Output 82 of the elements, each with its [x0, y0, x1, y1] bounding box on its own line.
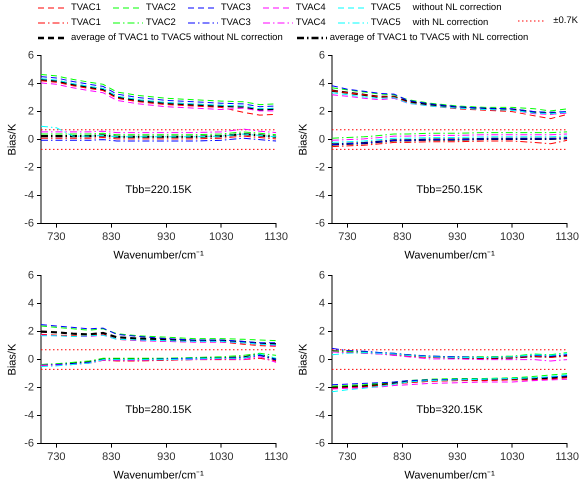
y-tick-label: 2	[318, 326, 325, 338]
y-axis-title: Bias/K	[298, 123, 310, 156]
y-tick-label: -4	[24, 190, 34, 202]
legend-label: average of TVAC1 to TVAC5 without NL correction	[70, 32, 283, 43]
y-tick-label: 2	[318, 106, 325, 118]
text: without NL correction	[412, 2, 502, 13]
x-tick-label: 1130	[264, 231, 288, 244]
x-tick-label: 830	[393, 451, 412, 464]
y-tick-label: 6	[28, 50, 34, 62]
legend-label: TVAC2	[144, 2, 176, 13]
legend-label: TVAC5	[370, 17, 401, 28]
y-axis-title: Bias/K	[6, 343, 19, 376]
x-tick-label: 730	[47, 231, 66, 244]
y-tick-label: 0	[318, 134, 325, 146]
y-tick-label: -4	[24, 410, 34, 422]
y-axis-title: Bias/K	[298, 343, 310, 376]
text: with NL correction	[412, 17, 488, 28]
x-tick-label: 730	[47, 451, 66, 464]
y-tick-label: 4	[318, 298, 325, 310]
y-tick-label: -4	[315, 410, 325, 422]
legend-label: TVAC5	[370, 2, 401, 13]
legend-label: TVAC1	[70, 2, 101, 13]
annotation: Tbb=220.15K	[125, 184, 192, 196]
line-series	[332, 134, 568, 141]
legend-label: TVAC3	[220, 17, 251, 28]
x-axis-title: Wavenumber/cm⁻¹	[113, 469, 204, 482]
line-series	[332, 131, 568, 139]
y-axis-title: Bias/K	[6, 123, 19, 156]
y-tick-label: 6	[318, 50, 325, 62]
x-tick-label: 1030	[500, 231, 524, 244]
x-tick-label: 1130	[555, 451, 579, 464]
legend-label: TVAC4	[294, 17, 326, 28]
line-series	[332, 374, 568, 392]
y-tick-label: 2	[28, 106, 34, 118]
y-tick-label: -6	[315, 438, 325, 450]
line-series	[332, 136, 568, 143]
legend-label: TVAC4	[294, 2, 326, 13]
x-tick-label: 930	[448, 231, 466, 244]
x-tick-label: 1030	[500, 451, 524, 464]
y-tick-label: -6	[24, 438, 34, 450]
y-tick-label: 0	[28, 134, 34, 146]
y-tick-label: -2	[315, 162, 325, 174]
x-tick-label: 1130	[555, 231, 579, 244]
y-tick-label: 0	[28, 354, 34, 366]
x-axis-title: Wavenumber/cm⁻¹	[404, 249, 496, 262]
y-tick-label: 4	[28, 298, 34, 310]
y-tick-label: -4	[315, 190, 325, 202]
legend-label: ±0.7K	[553, 15, 578, 26]
line-series	[332, 90, 568, 120]
y-tick-label: 4	[318, 78, 325, 90]
y-tick-label: 6	[318, 270, 325, 282]
line-series	[40, 126, 276, 138]
annotation: Tbb=320.15K	[416, 404, 484, 416]
x-tick-label: 1130	[264, 451, 288, 464]
y-tick-label: 0	[318, 354, 325, 366]
y-tick-label: 6	[28, 270, 34, 282]
x-tick-label: 830	[393, 231, 412, 244]
y-tick-label: -2	[315, 382, 325, 394]
x-axis-title: Wavenumber/cm⁻¹	[404, 469, 496, 482]
y-tick-label: 2	[28, 326, 34, 338]
y-tick-label: -6	[24, 218, 34, 230]
x-tick-label: 930	[157, 451, 176, 464]
x-tick-label: 1030	[208, 451, 234, 464]
annotation: Tbb=250.15K	[416, 184, 484, 196]
legend-label: TVAC1	[70, 17, 101, 28]
y-tick-label: 4	[28, 78, 34, 90]
legend-label: TVAC3	[220, 2, 251, 13]
legend-label: TVAC2	[144, 17, 176, 28]
x-tick-label: 730	[338, 231, 357, 244]
y-tick-label: -6	[315, 218, 325, 230]
y-tick-label: -2	[24, 382, 34, 394]
x-tick-label: 930	[157, 231, 176, 244]
legend-label: average of TVAC1 to TVAC5 with NL correction	[328, 32, 528, 43]
annotation: Tbb=280.15K	[125, 404, 192, 416]
x-tick-label: 930	[448, 451, 466, 464]
y-tick-label: -2	[24, 162, 34, 174]
x-tick-label: 830	[102, 231, 120, 244]
x-tick-label: 730	[338, 451, 357, 464]
x-tick-label: 830	[102, 451, 120, 464]
x-axis-title: Wavenumber/cm⁻¹	[113, 249, 204, 262]
line-series	[332, 140, 568, 148]
x-tick-label: 1030	[208, 231, 234, 244]
